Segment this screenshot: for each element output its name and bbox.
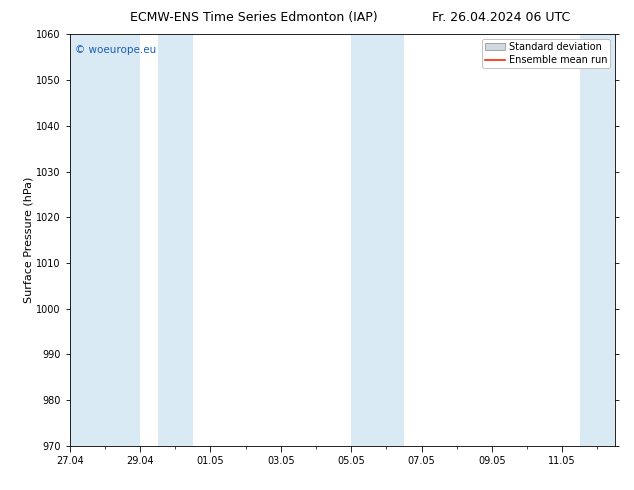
Text: ECMW-ENS Time Series Edmonton (IAP): ECMW-ENS Time Series Edmonton (IAP) <box>130 11 377 24</box>
Text: © woeurope.eu: © woeurope.eu <box>75 45 157 54</box>
Bar <box>70 34 140 446</box>
Bar <box>351 34 404 446</box>
Text: Fr. 26.04.2024 06 UTC: Fr. 26.04.2024 06 UTC <box>432 11 570 24</box>
Bar <box>580 34 615 446</box>
Bar <box>158 34 193 446</box>
Legend: Standard deviation, Ensemble mean run: Standard deviation, Ensemble mean run <box>482 39 610 68</box>
Y-axis label: Surface Pressure (hPa): Surface Pressure (hPa) <box>23 177 34 303</box>
